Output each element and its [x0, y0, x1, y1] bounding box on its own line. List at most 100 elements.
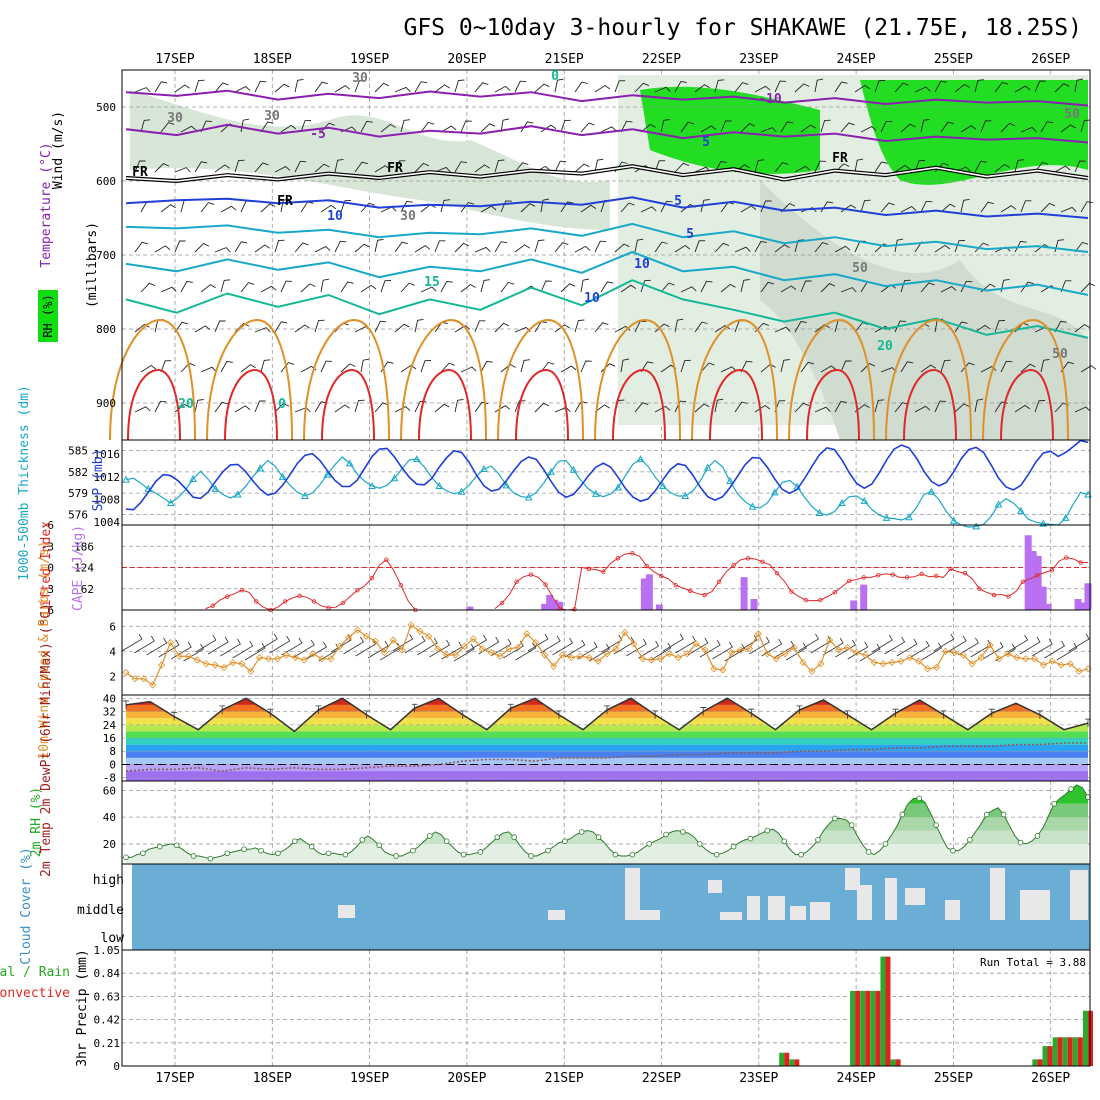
wind-barb — [174, 84, 191, 93]
rh-band — [126, 843, 1088, 864]
surface-wind-barb — [453, 643, 475, 662]
temp-tick-40: 40 — [103, 692, 116, 705]
wind-barb — [800, 124, 817, 133]
surface-wind-barb — [872, 634, 893, 653]
wind-barb — [900, 206, 917, 213]
wind-barb — [174, 321, 189, 333]
temp-minmax-whisker — [940, 710, 947, 719]
wind-barb — [600, 126, 617, 133]
wind-barb — [294, 242, 309, 253]
thickness-point — [636, 455, 645, 463]
cloud-gap — [720, 912, 742, 920]
wind-barb — [1034, 80, 1046, 93]
lifted-index-point — [311, 599, 317, 604]
temp-contour-5 — [125, 196, 1089, 219]
rh-point — [123, 854, 129, 861]
wind-speed-point — [977, 653, 985, 662]
wind-speed-point — [745, 645, 754, 653]
wind-speed-point — [647, 656, 656, 664]
cloud-gap — [1070, 870, 1088, 920]
lifted-index-tick--3: -3 — [41, 540, 54, 553]
precip-convective-bar — [784, 1052, 790, 1066]
wind-barb — [854, 84, 871, 93]
temp-lobe-orange — [691, 318, 778, 441]
wind-barb — [894, 82, 909, 93]
temp-tick-8: 8 — [109, 745, 116, 758]
thickness-point — [278, 472, 287, 480]
wind-barb — [974, 398, 984, 413]
contour-label-50: 50 — [852, 261, 868, 276]
wind-barb — [220, 361, 233, 373]
cloud-gap — [548, 910, 565, 920]
surface-wind-barb — [884, 636, 906, 655]
lifted-index-tick--6: -6 — [41, 519, 54, 532]
cape-bar — [551, 599, 559, 610]
wind-speed-point — [1030, 655, 1039, 663]
wind-barb — [674, 244, 691, 253]
temp-lobe-orange — [109, 318, 196, 441]
wind-speed-point — [630, 640, 638, 648]
pressure-tick-700: 700 — [96, 249, 116, 262]
wind-barb — [1014, 159, 1025, 173]
wind-speed-point — [175, 652, 184, 660]
rh-point — [477, 849, 484, 855]
wind-barb — [894, 238, 904, 253]
wind-barb — [400, 119, 411, 133]
rh-point — [1000, 811, 1007, 818]
wind-barb — [1034, 400, 1046, 413]
wind-barb — [874, 80, 886, 93]
wind-speed-point — [291, 653, 299, 662]
cape-bar — [541, 603, 549, 610]
wind-barb — [640, 279, 651, 293]
thickness-point — [323, 470, 332, 478]
wind-barb — [294, 407, 311, 413]
wind-barb — [394, 86, 411, 93]
contour-label-20: 20 — [877, 339, 893, 354]
wind-speed-point — [728, 648, 736, 657]
wind-barb — [580, 122, 595, 133]
wind-barb — [974, 324, 991, 333]
wind-barb — [860, 126, 877, 133]
wind-barb — [314, 81, 328, 93]
surface-wind-barb — [146, 637, 168, 656]
cloud-tick-low: low — [101, 931, 125, 946]
wind-barb — [254, 400, 266, 413]
wind-barb — [694, 321, 708, 333]
rh-point — [224, 850, 231, 857]
wind-barb — [500, 118, 509, 133]
wind-speed-point — [897, 657, 905, 665]
wind-barb — [694, 166, 711, 173]
lifted-index-point — [789, 589, 794, 594]
surface-wind-barb — [613, 636, 635, 655]
surface-wind-barb — [835, 639, 856, 658]
temp-contour--5 — [125, 123, 1089, 144]
thickness-point — [815, 508, 824, 516]
wind-barb — [660, 282, 675, 293]
wind-barb — [1074, 241, 1089, 253]
temp-band — [126, 744, 1088, 752]
wind-barb — [594, 240, 607, 253]
wind-barb — [540, 280, 552, 293]
thickness-point — [726, 477, 734, 485]
day-label-top-18SEP: 18SEP — [253, 52, 292, 67]
wind-speed-point — [1066, 660, 1074, 668]
wind-barb — [140, 364, 157, 373]
wind-speed-point — [603, 650, 611, 658]
rh-point — [578, 829, 585, 835]
wind-barb — [174, 167, 191, 173]
wind-barb — [314, 319, 325, 333]
thickness-tick-579: 579 — [68, 487, 88, 500]
wind-barb — [594, 84, 611, 93]
wind-barb — [654, 241, 668, 253]
rh-point — [1068, 786, 1074, 792]
wind-barb — [980, 366, 997, 373]
cloud-gap — [945, 900, 960, 920]
wind-barb — [814, 78, 824, 93]
wind-speed-point — [808, 667, 816, 675]
wind-barb — [274, 83, 290, 93]
contour-label-5: 5 — [674, 194, 682, 209]
wind-barb — [414, 318, 424, 333]
wind-barb — [494, 85, 511, 93]
wind-barb — [894, 164, 911, 173]
run-total-label: Run Total = 3.88 — [980, 956, 1086, 969]
